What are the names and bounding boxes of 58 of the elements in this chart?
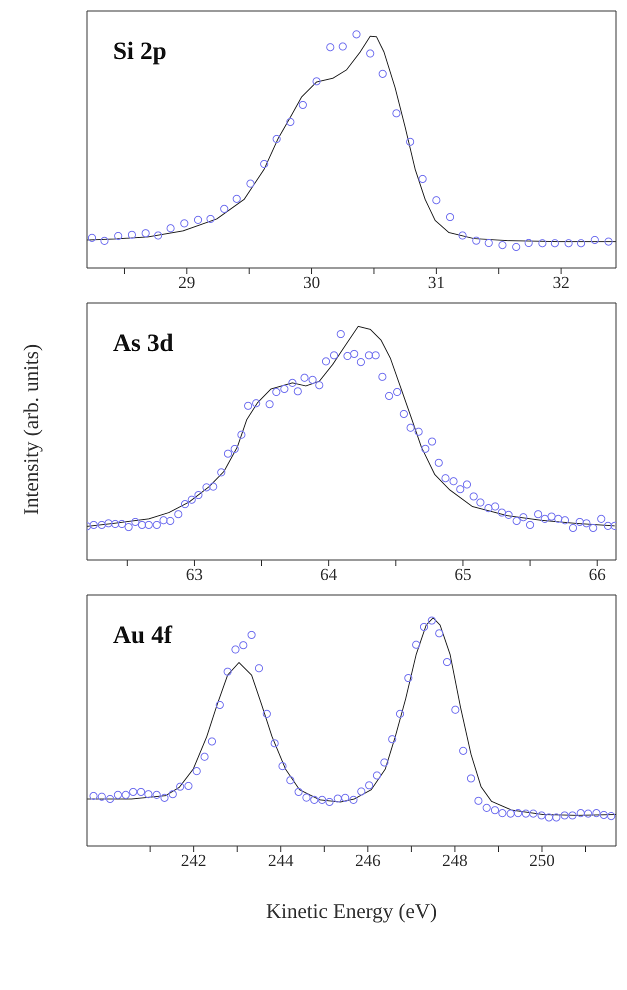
x-axis-title: Kinetic Energy (eV) xyxy=(266,899,438,923)
point xyxy=(564,239,573,248)
point xyxy=(512,242,520,252)
point xyxy=(100,236,109,245)
point xyxy=(498,241,507,250)
x-tick-label: 244 xyxy=(268,851,294,870)
x-tick-label: 63 xyxy=(186,565,203,584)
point xyxy=(312,77,321,86)
x-tick-label: 64 xyxy=(320,565,338,584)
x-tick-label: 65 xyxy=(454,565,472,584)
annotation: As 3d xyxy=(113,330,174,358)
point xyxy=(472,236,480,245)
point xyxy=(180,219,188,228)
point xyxy=(326,43,334,52)
point xyxy=(392,109,401,118)
point xyxy=(206,214,215,224)
point xyxy=(524,238,533,248)
point xyxy=(246,180,255,188)
point xyxy=(418,174,427,184)
point xyxy=(114,232,122,240)
point xyxy=(458,231,467,240)
x-tick-label: 242 xyxy=(180,851,206,870)
x-tick-label: 29 xyxy=(178,273,196,292)
point xyxy=(298,100,307,110)
point xyxy=(194,216,202,224)
x-tick-label: 31 xyxy=(428,273,445,292)
point xyxy=(352,30,361,38)
point xyxy=(142,229,150,238)
point xyxy=(484,238,493,248)
point xyxy=(166,224,175,232)
point xyxy=(590,236,599,244)
point xyxy=(272,134,281,144)
point xyxy=(220,204,228,213)
point xyxy=(128,230,136,239)
point xyxy=(338,42,347,51)
y-axis-title: Intensity (arb. units) xyxy=(18,344,44,514)
point xyxy=(260,160,268,168)
x-tick-label: 250 xyxy=(529,851,555,870)
point xyxy=(446,212,454,222)
point xyxy=(576,239,586,248)
point xyxy=(88,234,96,242)
annotation: Si 2p xyxy=(113,38,167,66)
point xyxy=(286,118,294,126)
point xyxy=(538,239,546,248)
point xyxy=(550,239,559,248)
point xyxy=(432,196,440,204)
point xyxy=(232,194,241,203)
x-tick-label: 32 xyxy=(552,273,570,292)
point xyxy=(406,138,414,146)
point xyxy=(604,238,613,246)
x-tick-label: 248 xyxy=(442,851,468,870)
x-tick-label: 66 xyxy=(588,565,606,584)
point xyxy=(154,231,162,240)
x-tick-label: 246 xyxy=(355,851,381,870)
annotation: Au 4f xyxy=(113,622,172,650)
point xyxy=(366,49,374,58)
x-tick-label: 30 xyxy=(303,273,320,292)
point xyxy=(378,70,387,78)
